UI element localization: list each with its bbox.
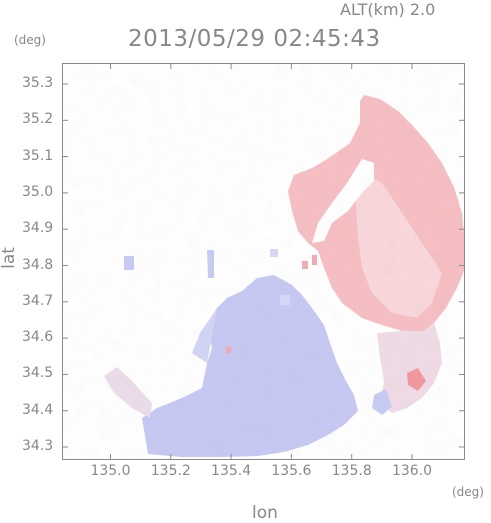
y-unit-label: (deg) <box>14 33 46 47</box>
y-tick-label: 35.3 <box>22 75 54 91</box>
x-tick-label: 135.4 <box>211 463 252 479</box>
x-tick-label: 135.8 <box>331 463 372 479</box>
y-tick-label: 34.4 <box>22 401 54 418</box>
x-tick-label: 136.0 <box>391 463 433 479</box>
y-tick-label: 34.3 <box>22 438 54 454</box>
y-tick-label: 34.8 <box>22 256 54 273</box>
x-axis-label: lon <box>252 503 278 523</box>
y-tick-label: 35.2 <box>22 111 54 128</box>
y-axis-label: lat <box>0 247 19 269</box>
y-tick-label: 35.0 <box>22 183 54 200</box>
y-tick-label: 34.7 <box>22 292 54 309</box>
y-tick-label: 34.5 <box>22 365 54 382</box>
x-tick-label: 135.2 <box>150 463 191 479</box>
timestamp-title: 2013/05/29 02:45:43 <box>128 26 381 52</box>
plot-frame <box>62 63 465 460</box>
radar-map-plot <box>62 63 465 460</box>
y-tick-label: 34.6 <box>22 329 54 346</box>
altitude-label: ALT(km) 2.0 <box>340 0 436 19</box>
y-tick-label: 35.1 <box>22 147 54 164</box>
y-tick-label: 34.9 <box>22 220 54 237</box>
x-tick-label: 135.6 <box>271 463 312 479</box>
x-unit-label: (deg) <box>452 485 484 499</box>
x-tick-label: 135.0 <box>90 463 131 479</box>
